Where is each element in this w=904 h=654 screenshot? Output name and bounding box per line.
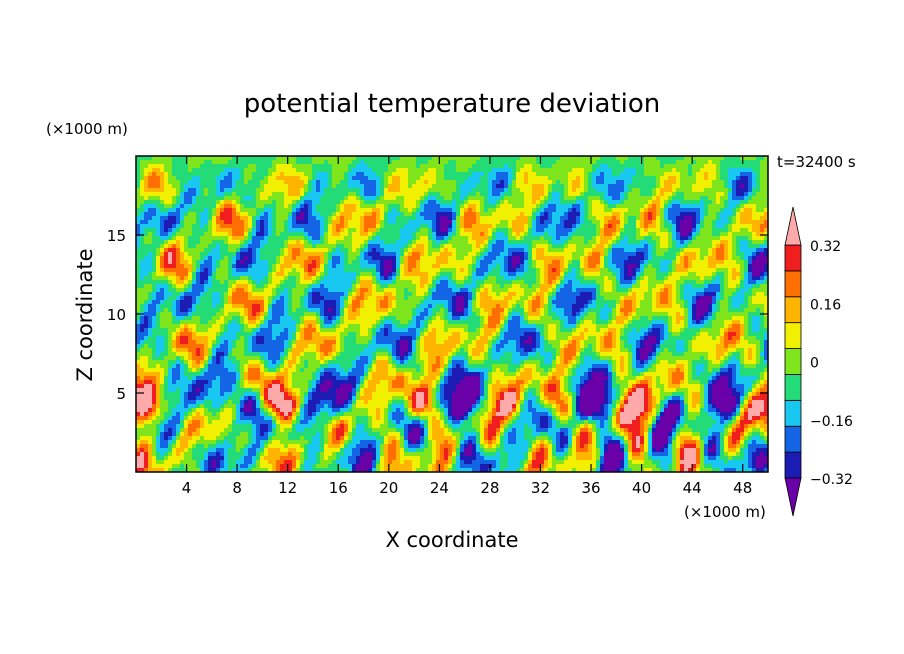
colorbar-extend-min [784, 477, 802, 517]
x-tick-label: 24 [430, 479, 449, 497]
colorbar-tick-label: 0.16 [810, 297, 841, 313]
x-tick-label: 8 [232, 479, 242, 497]
colorbar-band [784, 348, 802, 375]
x-tick-label: 40 [632, 479, 651, 497]
chart-title: potential temperature deviation [244, 89, 660, 119]
y-unit-label: (×1000 m) [46, 120, 128, 138]
y-tick-label: 5 [116, 385, 126, 403]
y-axis-ticks: 5 10 15 [107, 227, 768, 403]
colorbar-extend-max [784, 206, 802, 246]
x-tick-label: 4 [182, 479, 192, 497]
colorbar-band [784, 296, 802, 324]
x-axis-ticks: 4 8 12 16 20 24 28 32 36 40 44 48 [182, 156, 752, 497]
colorbar: 0.32 0.16 0 −0.16 −0.32 [784, 206, 853, 517]
colorbar-band [784, 270, 802, 298]
x-tick-label: 44 [683, 479, 702, 497]
x-tick-label: 28 [480, 479, 499, 497]
x-tick-label: 20 [379, 479, 398, 497]
y-axis-label: Z coordinate [73, 248, 97, 381]
colorbar-tick-label: 0 [810, 356, 819, 372]
x-tick-label: 32 [531, 479, 550, 497]
x-tick-label: 16 [329, 479, 348, 497]
y-tick-label: 15 [107, 227, 126, 245]
colorbar-tick-label: −0.16 [810, 414, 853, 430]
colorbar-band [784, 425, 802, 453]
temperature-field [136, 156, 768, 472]
x-tick-label: 36 [581, 479, 600, 497]
colorbar-band [784, 244, 802, 272]
x-axis-label: X coordinate [385, 528, 518, 552]
colorbar-band [784, 374, 802, 401]
y-tick-label: 10 [107, 306, 126, 324]
x-unit-label: (×1000 m) [684, 503, 766, 521]
time-label: t=32400 s [777, 153, 856, 171]
x-tick-label: 48 [733, 479, 752, 497]
colorbar-band [784, 399, 802, 427]
colorbar-tick-label: 0.32 [810, 239, 841, 255]
colorbar-band [784, 451, 802, 479]
colorbar-tick-label: −0.32 [810, 472, 853, 488]
x-tick-label: 12 [278, 479, 297, 497]
colorbar-band [784, 322, 802, 349]
